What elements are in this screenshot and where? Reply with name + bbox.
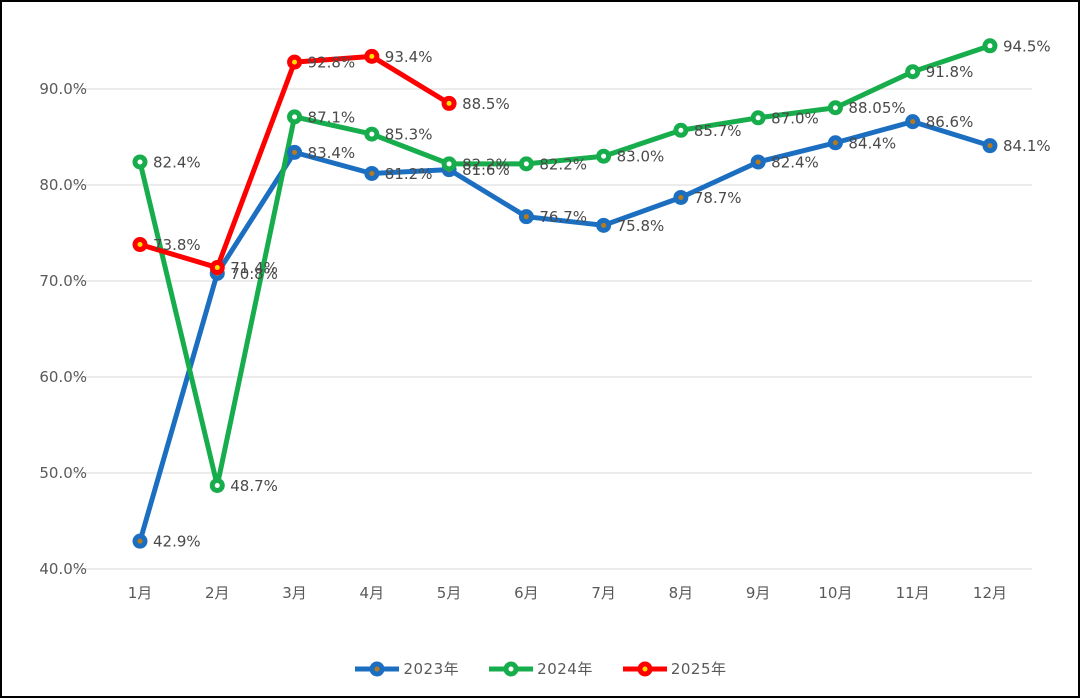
x-axis-tick-label: 3月 bbox=[282, 584, 307, 602]
data-label: 81.2% bbox=[385, 165, 433, 183]
x-axis-tick-label: 11月 bbox=[896, 584, 930, 602]
data-label: 94.5% bbox=[1003, 37, 1051, 55]
data-label: 84.4% bbox=[848, 134, 896, 152]
y-axis-tick-label: 80.0% bbox=[39, 176, 87, 194]
data-label: 70.8% bbox=[230, 265, 278, 283]
data-point-dot bbox=[678, 194, 684, 200]
data-label: 48.7% bbox=[230, 477, 278, 495]
data-label: 82.4% bbox=[771, 153, 819, 171]
data-label: 86.6% bbox=[926, 113, 974, 131]
data-point-dot bbox=[137, 159, 143, 165]
data-point-dot bbox=[292, 149, 298, 155]
y-axis-tick-label: 60.0% bbox=[39, 368, 87, 386]
x-axis-tick-label: 5月 bbox=[437, 584, 462, 602]
data-point-dot bbox=[214, 482, 220, 488]
data-label: 78.7% bbox=[694, 189, 742, 207]
data-label: 85.3% bbox=[385, 126, 433, 144]
data-point-dot bbox=[910, 119, 916, 125]
legend-marker-2025-icon bbox=[622, 661, 667, 676]
data-point-dot bbox=[523, 161, 529, 167]
data-point-dot bbox=[369, 53, 375, 59]
data-point-dot bbox=[601, 222, 607, 228]
data-point-dot bbox=[987, 43, 993, 49]
data-point-dot bbox=[755, 115, 761, 121]
data-point-dot bbox=[987, 143, 993, 149]
data-point-dot bbox=[137, 538, 143, 544]
data-point-dot bbox=[755, 159, 761, 165]
x-axis-tick-label: 7月 bbox=[591, 584, 616, 602]
data-point-dot bbox=[678, 127, 684, 133]
data-point-dot bbox=[137, 242, 143, 248]
data-label: 76.7% bbox=[539, 208, 587, 226]
x-axis-tick-label: 1月 bbox=[128, 584, 153, 602]
legend-marker-2023-icon bbox=[355, 661, 400, 676]
data-label: 87.0% bbox=[771, 109, 819, 127]
data-label: 42.9% bbox=[153, 533, 201, 551]
data-label: 73.8% bbox=[153, 236, 201, 254]
x-axis-tick-label: 2月 bbox=[205, 584, 230, 602]
data-point-dot bbox=[369, 131, 375, 137]
data-point-dot bbox=[214, 265, 220, 271]
legend-label-2025: 2025年 bbox=[670, 660, 727, 678]
x-axis-tick-label: 8月 bbox=[669, 584, 694, 602]
data-point-dot bbox=[292, 59, 298, 65]
data-point-dot bbox=[523, 214, 529, 220]
data-label: 87.1% bbox=[308, 108, 356, 126]
x-axis-tick-label: 6月 bbox=[514, 584, 539, 602]
data-label: 92.8% bbox=[308, 54, 356, 72]
y-axis-tick-label: 50.0% bbox=[39, 464, 87, 482]
data-point-dot bbox=[446, 161, 452, 167]
data-label: 85.7% bbox=[694, 122, 742, 140]
data-point-dot bbox=[292, 114, 298, 120]
data-label: 82.4% bbox=[153, 153, 201, 171]
data-point-dot bbox=[910, 69, 916, 75]
legend-label-2023: 2023年 bbox=[403, 660, 460, 678]
data-label: 75.8% bbox=[617, 217, 665, 235]
y-axis-tick-label: 40.0% bbox=[39, 560, 87, 578]
data-point-dot bbox=[601, 153, 607, 159]
legend-label-2024: 2024年 bbox=[537, 660, 593, 678]
line-chart-canvas: 40.0% 50.0% 60.0% 70.0% 80.0% 90.0% 1月 2月 3月 4月 5月… bbox=[39, 37, 1051, 602]
legend-marker-2024-icon bbox=[489, 661, 534, 676]
data-label: 81.6% bbox=[462, 161, 510, 179]
data-label: 93.4% bbox=[385, 48, 433, 66]
data-label: 91.8% bbox=[926, 63, 974, 81]
legend-item-2023: 2023年 bbox=[353, 658, 459, 679]
series-line-2024年 bbox=[137, 43, 993, 488]
data-label: 82.2% bbox=[462, 155, 510, 173]
y-axis-tick-label: 90.0% bbox=[39, 80, 87, 98]
x-axis-tick-label: 12月 bbox=[973, 584, 1007, 602]
y-axis-tick-label: 70.0% bbox=[39, 272, 87, 290]
data-label: 83.4% bbox=[308, 144, 356, 162]
data-label: 88.5% bbox=[462, 95, 510, 113]
data-point-dot bbox=[446, 100, 452, 106]
data-label: 83.0% bbox=[617, 148, 665, 166]
legend-item-2024: 2024年 bbox=[487, 658, 593, 679]
x-axis-tick-label: 10月 bbox=[818, 584, 852, 602]
data-point-dot bbox=[832, 140, 838, 146]
data-label: 88.05% bbox=[848, 99, 905, 117]
data-label: 84.1% bbox=[1003, 137, 1051, 155]
data-point-dot bbox=[369, 170, 375, 176]
data-label: 71.4% bbox=[230, 259, 278, 277]
data-point-dot bbox=[832, 105, 838, 111]
x-axis-tick-label: 4月 bbox=[360, 584, 385, 602]
chart-legend: 2023年 2024年 2025年 bbox=[2, 658, 1078, 679]
legend-item-2025: 2025年 bbox=[621, 658, 727, 679]
data-label: 82.2% bbox=[539, 155, 587, 173]
x-axis-tick-label: 9月 bbox=[746, 584, 771, 602]
